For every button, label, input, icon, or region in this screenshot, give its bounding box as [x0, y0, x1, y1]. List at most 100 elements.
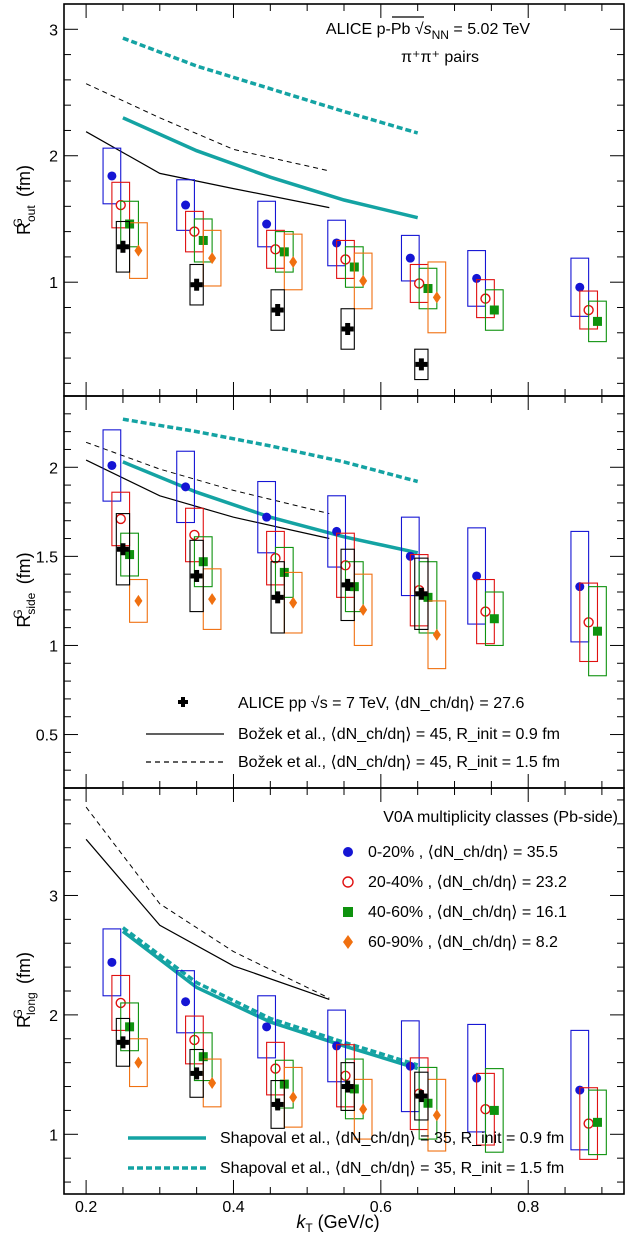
- sys-box-long-4-1: [189, 1048, 204, 1098]
- y-axis-label-long: RlongG (fm): [11, 952, 38, 1028]
- point-60-90-side-4: [432, 628, 441, 641]
- legend-shapoval1-label: Shapoval et al., ⟨dN_ch/dη⟩ = 35, R_init…: [220, 1130, 564, 1147]
- point-pp-v-side-0: [120, 543, 126, 556]
- x-tick-label: 0.4: [222, 1199, 244, 1216]
- point-pp-v-out-4: [418, 358, 424, 371]
- legend-bozek2-label: Božek et al., ⟨dN_ch/dη⟩ = 45, R_init = …: [238, 754, 560, 771]
- model-curve-long-1: [121, 926, 419, 1067]
- point-60-90-long-3: [359, 1103, 368, 1116]
- point-pp-v-long-3: [345, 1080, 351, 1093]
- point-0-20-long-0: [107, 957, 117, 967]
- axis-ticks: 1 2 3 0.5 1 1.5 2 1 2 3 0.2 0.4 0.6 0.8: [36, 3, 624, 1216]
- sys-box-out-3-3: [353, 252, 373, 310]
- point-60-90-out-1: [208, 252, 217, 265]
- point-0-20-out-4: [405, 253, 415, 263]
- legend-pp-bozek: ALICE pp √s = 7 TeV, ⟨dN_ch/dη⟩ = 27.6 B…: [146, 695, 560, 771]
- y-tick-label-side: 1.5: [36, 549, 58, 566]
- sys-box-side-2-5: [484, 591, 504, 647]
- legend-mult-label-2: 40-60% , ⟨dN_ch/dη⟩ = 16.1: [368, 904, 567, 921]
- point-pp-v-out-2: [275, 304, 281, 317]
- point-40-60-out-6: [592, 316, 602, 326]
- y-axis-label-out: RoutG (fm): [11, 165, 38, 235]
- legend-pp-marker: [178, 697, 188, 707]
- sys-box-long-4-3: [340, 1062, 355, 1111]
- y-tick-label-side: 0.5: [36, 728, 58, 745]
- sys-box-side-4-3: [340, 548, 355, 622]
- point-0-20-out-6: [575, 282, 585, 292]
- point-60-90-side-2: [289, 596, 298, 609]
- point-0-20-out-0: [107, 171, 117, 181]
- point-pp-v-out-0: [120, 240, 126, 253]
- sys-box-long-4-4: [414, 1071, 429, 1121]
- point-pp-v-out-1: [194, 278, 200, 291]
- point-pp-v-long-1: [194, 1067, 200, 1080]
- point-pp-v-long-0: [120, 1036, 126, 1049]
- y-axis-label-side: RsideG (fm): [11, 552, 38, 627]
- point-60-90-out-3: [359, 274, 368, 287]
- legend-mult-marker-2: [343, 907, 353, 917]
- model-curve-long-0: [121, 929, 419, 1071]
- point-0-20-side-5: [472, 571, 482, 581]
- point-60-90-side-1: [208, 593, 217, 606]
- sys-box-out-4-4: [414, 348, 429, 381]
- sys-box-out-3-4: [427, 261, 447, 334]
- sys-box-out-4-0: [115, 220, 131, 273]
- y-tick-label-long: 2: [49, 1008, 58, 1025]
- point-0-20-out-2: [262, 219, 272, 229]
- point-40-60-side-6: [592, 626, 602, 636]
- legend-mult-marker-3: [343, 935, 353, 949]
- point-60-90-long-1: [208, 1076, 217, 1089]
- sys-box-side-3-0: [129, 578, 148, 623]
- point-pp-v-side-2: [275, 591, 281, 604]
- point-pp-v-side-1: [194, 569, 200, 582]
- point-0-20-long-2: [262, 1022, 272, 1032]
- sys-box-side-4-1: [189, 539, 204, 613]
- legend-bozek1-label: Božek et al., ⟨dN_ch/dη⟩ = 45, R_init = …: [238, 726, 560, 743]
- y-tick-label-long: 3: [49, 888, 58, 905]
- point-0-20-side-2: [262, 512, 272, 522]
- legend-pp-label: ALICE pp √s = 7 TeV, ⟨dN_ch/dη⟩ = 27.6: [238, 695, 524, 712]
- model-curve-out-0: [122, 116, 419, 220]
- model-curve-out-1: [122, 36, 419, 135]
- model-curve-out-2: [85, 131, 330, 209]
- legend-mult-heading: V0A multiplicity classes (Pb-side): [383, 809, 618, 826]
- y-tick-label-out: 2: [49, 149, 58, 166]
- point-40-60-out-5: [489, 305, 499, 315]
- legend-mult-label-0: 0-20% , ⟨dN_ch/dη⟩ = 35.5: [368, 844, 558, 861]
- point-60-90-long-0: [134, 1056, 143, 1069]
- legend-multiplicity: V0A multiplicity classes (Pb-side) 0-20%…: [342, 809, 618, 951]
- x-tick-label: 0.6: [370, 1199, 392, 1216]
- legend-mult-label-1: 20-40% , ⟨dN_ch/dη⟩ = 23.2: [368, 874, 567, 891]
- model-curve-long-2: [85, 838, 330, 1000]
- model-curve-out-3: [85, 83, 330, 172]
- point-60-90-side-0: [134, 594, 143, 607]
- sys-box-out-2-6: [588, 300, 607, 343]
- point-pp-v-side-3: [345, 578, 351, 591]
- sys-box-out-4-1: [189, 263, 204, 306]
- sys-box-side-4-0: [115, 513, 131, 586]
- x-axis-label: kT (GeV/c): [296, 1212, 379, 1235]
- sys-box-long-2-6: [588, 1089, 607, 1156]
- sys-box-side-3-4: [427, 600, 447, 670]
- sys-box-side-4-2: [270, 561, 285, 634]
- sys-box-long-4-0: [115, 1017, 131, 1067]
- point-40-60-long-6: [592, 1117, 602, 1127]
- x-tick-label: 0.2: [75, 1199, 97, 1216]
- sys-box-out-3-1: [202, 229, 222, 287]
- x-tick-label: 0.8: [517, 1199, 539, 1216]
- legend-shapoval2-label: Shapoval et al., ⟨dN_ch/dη⟩ = 35, R_init…: [220, 1160, 564, 1177]
- point-20-40-side-0: [115, 513, 126, 525]
- sys-box-side-2-6: [588, 586, 607, 677]
- point-0-20-out-1: [181, 200, 191, 210]
- point-40-60-side-5: [489, 614, 499, 624]
- point-pp-v-long-2: [275, 1098, 281, 1111]
- point-0-20-side-1: [181, 482, 191, 492]
- model-curve-side-0: [122, 460, 419, 555]
- y-tick-label-out: 3: [49, 22, 58, 39]
- point-60-90-long-2: [289, 1091, 298, 1104]
- legend-mult-marker-0: [343, 847, 353, 857]
- sys-box-out-2-5: [484, 289, 504, 331]
- point-pp-v-out-3: [345, 322, 351, 335]
- point-60-90-out-4: [432, 291, 441, 304]
